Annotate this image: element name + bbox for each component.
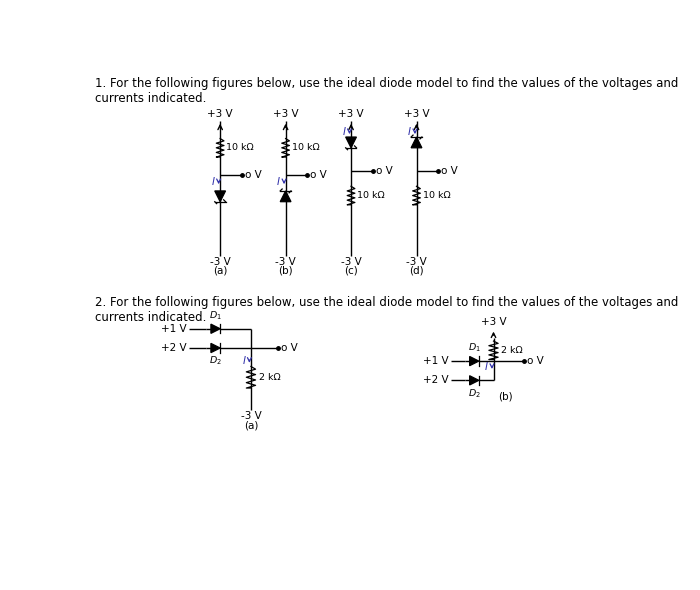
Text: o V: o V xyxy=(281,343,297,353)
Text: (b): (b) xyxy=(498,391,512,401)
Text: (a): (a) xyxy=(244,421,258,430)
Polygon shape xyxy=(211,343,220,353)
Text: 2 kΩ: 2 kΩ xyxy=(501,346,523,355)
Text: I: I xyxy=(485,362,488,372)
Text: +1 V: +1 V xyxy=(424,356,449,366)
Text: +3 V: +3 V xyxy=(338,109,364,119)
Polygon shape xyxy=(280,191,291,202)
Text: 10 kΩ: 10 kΩ xyxy=(357,191,385,200)
Text: (a): (a) xyxy=(213,266,228,276)
Text: (d): (d) xyxy=(410,266,424,276)
Text: 1. For the following figures below, use the ideal diode model to find the values: 1. For the following figures below, use … xyxy=(95,77,679,105)
Text: $D_2$: $D_2$ xyxy=(209,355,222,368)
Text: +2 V: +2 V xyxy=(162,343,187,353)
Text: +3 V: +3 V xyxy=(404,109,429,119)
Text: $D_1$: $D_1$ xyxy=(468,342,481,354)
Text: +3 V: +3 V xyxy=(273,109,298,119)
Text: I: I xyxy=(243,356,246,366)
Text: +3 V: +3 V xyxy=(207,109,233,119)
Text: 2. For the following figures below, use the ideal diode model to find the values: 2. For the following figures below, use … xyxy=(95,296,679,324)
Text: (c): (c) xyxy=(344,266,358,276)
Text: 10 kΩ: 10 kΩ xyxy=(423,191,450,200)
Text: (b): (b) xyxy=(279,266,293,276)
Text: I: I xyxy=(277,178,280,188)
Polygon shape xyxy=(411,137,422,148)
Polygon shape xyxy=(211,324,220,333)
Text: -3 V: -3 V xyxy=(341,257,361,267)
Text: $D_1$: $D_1$ xyxy=(209,309,222,322)
Text: I: I xyxy=(343,127,346,137)
Text: -3 V: -3 V xyxy=(406,257,427,267)
Text: -3 V: -3 V xyxy=(275,257,296,267)
Text: 2 kΩ: 2 kΩ xyxy=(258,373,281,382)
Polygon shape xyxy=(470,376,479,385)
Text: -3 V: -3 V xyxy=(241,411,261,421)
Polygon shape xyxy=(346,137,356,148)
Polygon shape xyxy=(470,356,479,366)
Text: 10 kΩ: 10 kΩ xyxy=(292,143,319,152)
Text: o V: o V xyxy=(310,170,327,180)
Text: +3 V: +3 V xyxy=(481,317,506,327)
Text: o V: o V xyxy=(245,170,262,180)
Text: $D_2$: $D_2$ xyxy=(468,387,481,400)
Text: o V: o V xyxy=(527,356,544,366)
Text: -3 V: -3 V xyxy=(210,257,230,267)
Text: +2 V: +2 V xyxy=(424,375,449,385)
Text: I: I xyxy=(212,178,215,188)
Text: o V: o V xyxy=(376,166,393,176)
Text: 10 kΩ: 10 kΩ xyxy=(226,143,254,152)
Text: I: I xyxy=(408,127,411,137)
Text: o V: o V xyxy=(441,166,458,176)
Polygon shape xyxy=(215,191,225,202)
Text: +1 V: +1 V xyxy=(162,324,187,334)
